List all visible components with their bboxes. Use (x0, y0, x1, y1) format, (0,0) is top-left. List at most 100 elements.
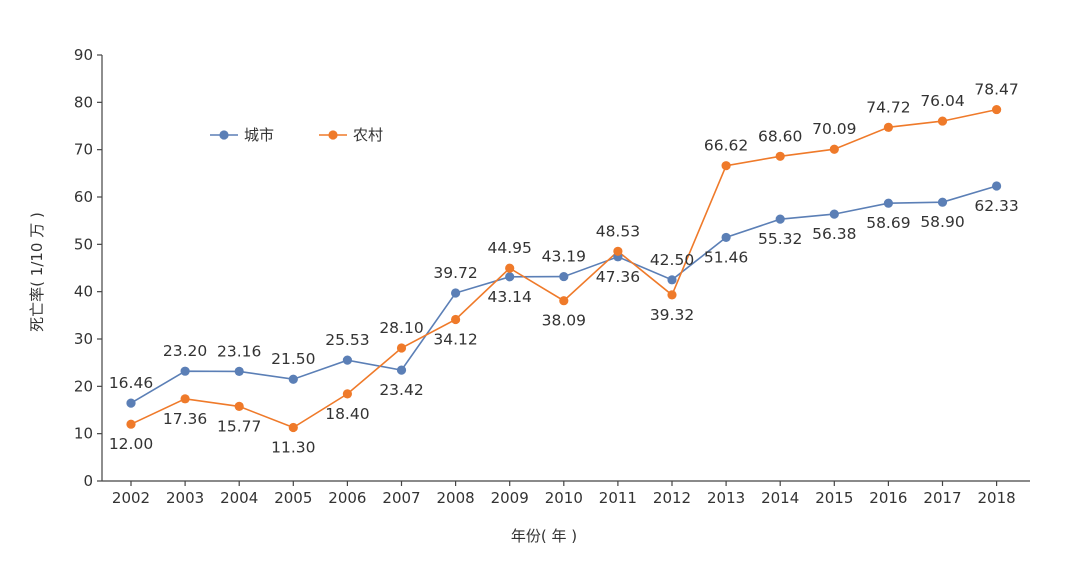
data-label: 51.46 (704, 248, 748, 266)
x-tick-label: 2009 (491, 489, 529, 507)
data-label: 11.30 (271, 439, 315, 457)
data-label: 38.09 (542, 312, 586, 330)
x-tick-label: 2016 (869, 489, 907, 507)
y-tick-label: 90 (74, 46, 93, 64)
data-label: 39.32 (650, 306, 694, 324)
data-point (992, 104, 1002, 115)
data-label: 15.77 (217, 417, 261, 435)
data-label: 28.10 (379, 319, 423, 337)
data-label: 23.16 (217, 342, 261, 360)
data-point (396, 365, 407, 375)
data-point (559, 271, 569, 282)
x-tick-label: 2014 (761, 489, 799, 507)
data-label: 34.12 (433, 330, 477, 348)
data-label: 43.14 (488, 288, 532, 306)
data-point (992, 181, 1002, 191)
data-point (559, 296, 569, 306)
data-label: 70.09 (812, 120, 856, 138)
x-tick-label: 2007 (382, 489, 420, 507)
data-label: 23.42 (379, 381, 423, 399)
x-tick-label: 2008 (437, 489, 475, 507)
x-tick-label: 2017 (923, 489, 961, 507)
data-label: 23.20 (163, 342, 207, 360)
data-point (883, 122, 894, 132)
data-labels: 16.46 23.20 23.16 21.50 25.53 23.42 39.72 43.14… (109, 81, 1019, 457)
data-label: 17.36 (163, 410, 207, 428)
data-label: 21.50 (271, 350, 315, 368)
x-tick-label: 2006 (328, 489, 366, 507)
data-label: 39.72 (433, 264, 477, 282)
x-tick-label: 2003 (166, 489, 204, 507)
data-point (775, 214, 785, 224)
data-label: 47.36 (596, 268, 640, 286)
y-tick-label: 70 (74, 141, 93, 159)
x-tick-label: 2010 (545, 489, 583, 507)
data-label: 12.00 (109, 435, 153, 453)
y-tick-label: 60 (74, 188, 93, 206)
data-label: 56.38 (812, 225, 856, 243)
data-point (396, 343, 407, 353)
x-tick-label: 2005 (274, 489, 312, 507)
data-label: 55.32 (758, 230, 802, 248)
data-label: 48.53 (596, 222, 640, 240)
y-tick-label: 0 (83, 472, 93, 490)
data-point (288, 422, 298, 433)
data-point (126, 419, 136, 429)
data-label: 66.62 (704, 137, 748, 155)
data-label: 43.19 (542, 248, 586, 266)
data-point (937, 197, 948, 207)
data-label: 44.95 (488, 239, 532, 257)
data-label: 62.33 (974, 197, 1018, 215)
data-point (613, 246, 623, 256)
data-point (721, 161, 731, 171)
legend-label: 农村 (353, 126, 383, 144)
x-tick-label: 2002 (112, 489, 150, 507)
data-label: 58.69 (866, 214, 910, 232)
data-point (180, 366, 190, 376)
y-tick-label: 10 (74, 425, 93, 443)
data-point (451, 314, 461, 325)
y-tick-label: 40 (74, 283, 93, 301)
x-tick-label: 2018 (978, 489, 1016, 507)
data-point (180, 394, 190, 404)
legend-marker (219, 130, 229, 140)
series-points (126, 104, 1002, 433)
data-label: 58.90 (920, 213, 964, 231)
x-axis-title: 年份( 年 ) (511, 527, 577, 545)
data-point (234, 401, 244, 411)
data-label: 18.40 (325, 405, 369, 423)
data-point (775, 151, 785, 161)
data-label: 76.04 (920, 92, 964, 110)
series-lines (130, 108, 997, 429)
x-tick-label: 2004 (220, 489, 258, 507)
data-label: 78.47 (974, 81, 1018, 99)
data-point (451, 288, 461, 298)
data-point (505, 272, 515, 282)
y-tick-label: 20 (74, 377, 93, 395)
data-point (829, 144, 839, 154)
x-tick-label: 2013 (707, 489, 745, 507)
data-label: 74.72 (866, 98, 910, 116)
y-tick-label: 80 (74, 93, 93, 111)
data-point (288, 374, 298, 384)
data-label: 42.50 (650, 251, 694, 269)
legend-marker (328, 130, 338, 140)
y-tick-label: 50 (74, 235, 93, 253)
data-point (721, 232, 731, 243)
series-line-2 (130, 108, 997, 429)
x-tick-label: 2015 (815, 489, 853, 507)
legend: 城市 农村 (210, 126, 383, 144)
x-tick-label: 2012 (653, 489, 691, 507)
axes: 0 10 20 30 40 50 60 70 80 90 2002 2003 2004 2005 2006 2… (74, 46, 1030, 507)
data-point (342, 355, 352, 365)
data-point (829, 209, 839, 219)
data-point (126, 398, 136, 408)
y-tick-label: 30 (74, 330, 93, 348)
data-point (505, 263, 515, 273)
data-point (937, 116, 948, 126)
data-point (667, 275, 677, 285)
data-point (667, 290, 677, 300)
data-label: 16.46 (109, 374, 153, 392)
